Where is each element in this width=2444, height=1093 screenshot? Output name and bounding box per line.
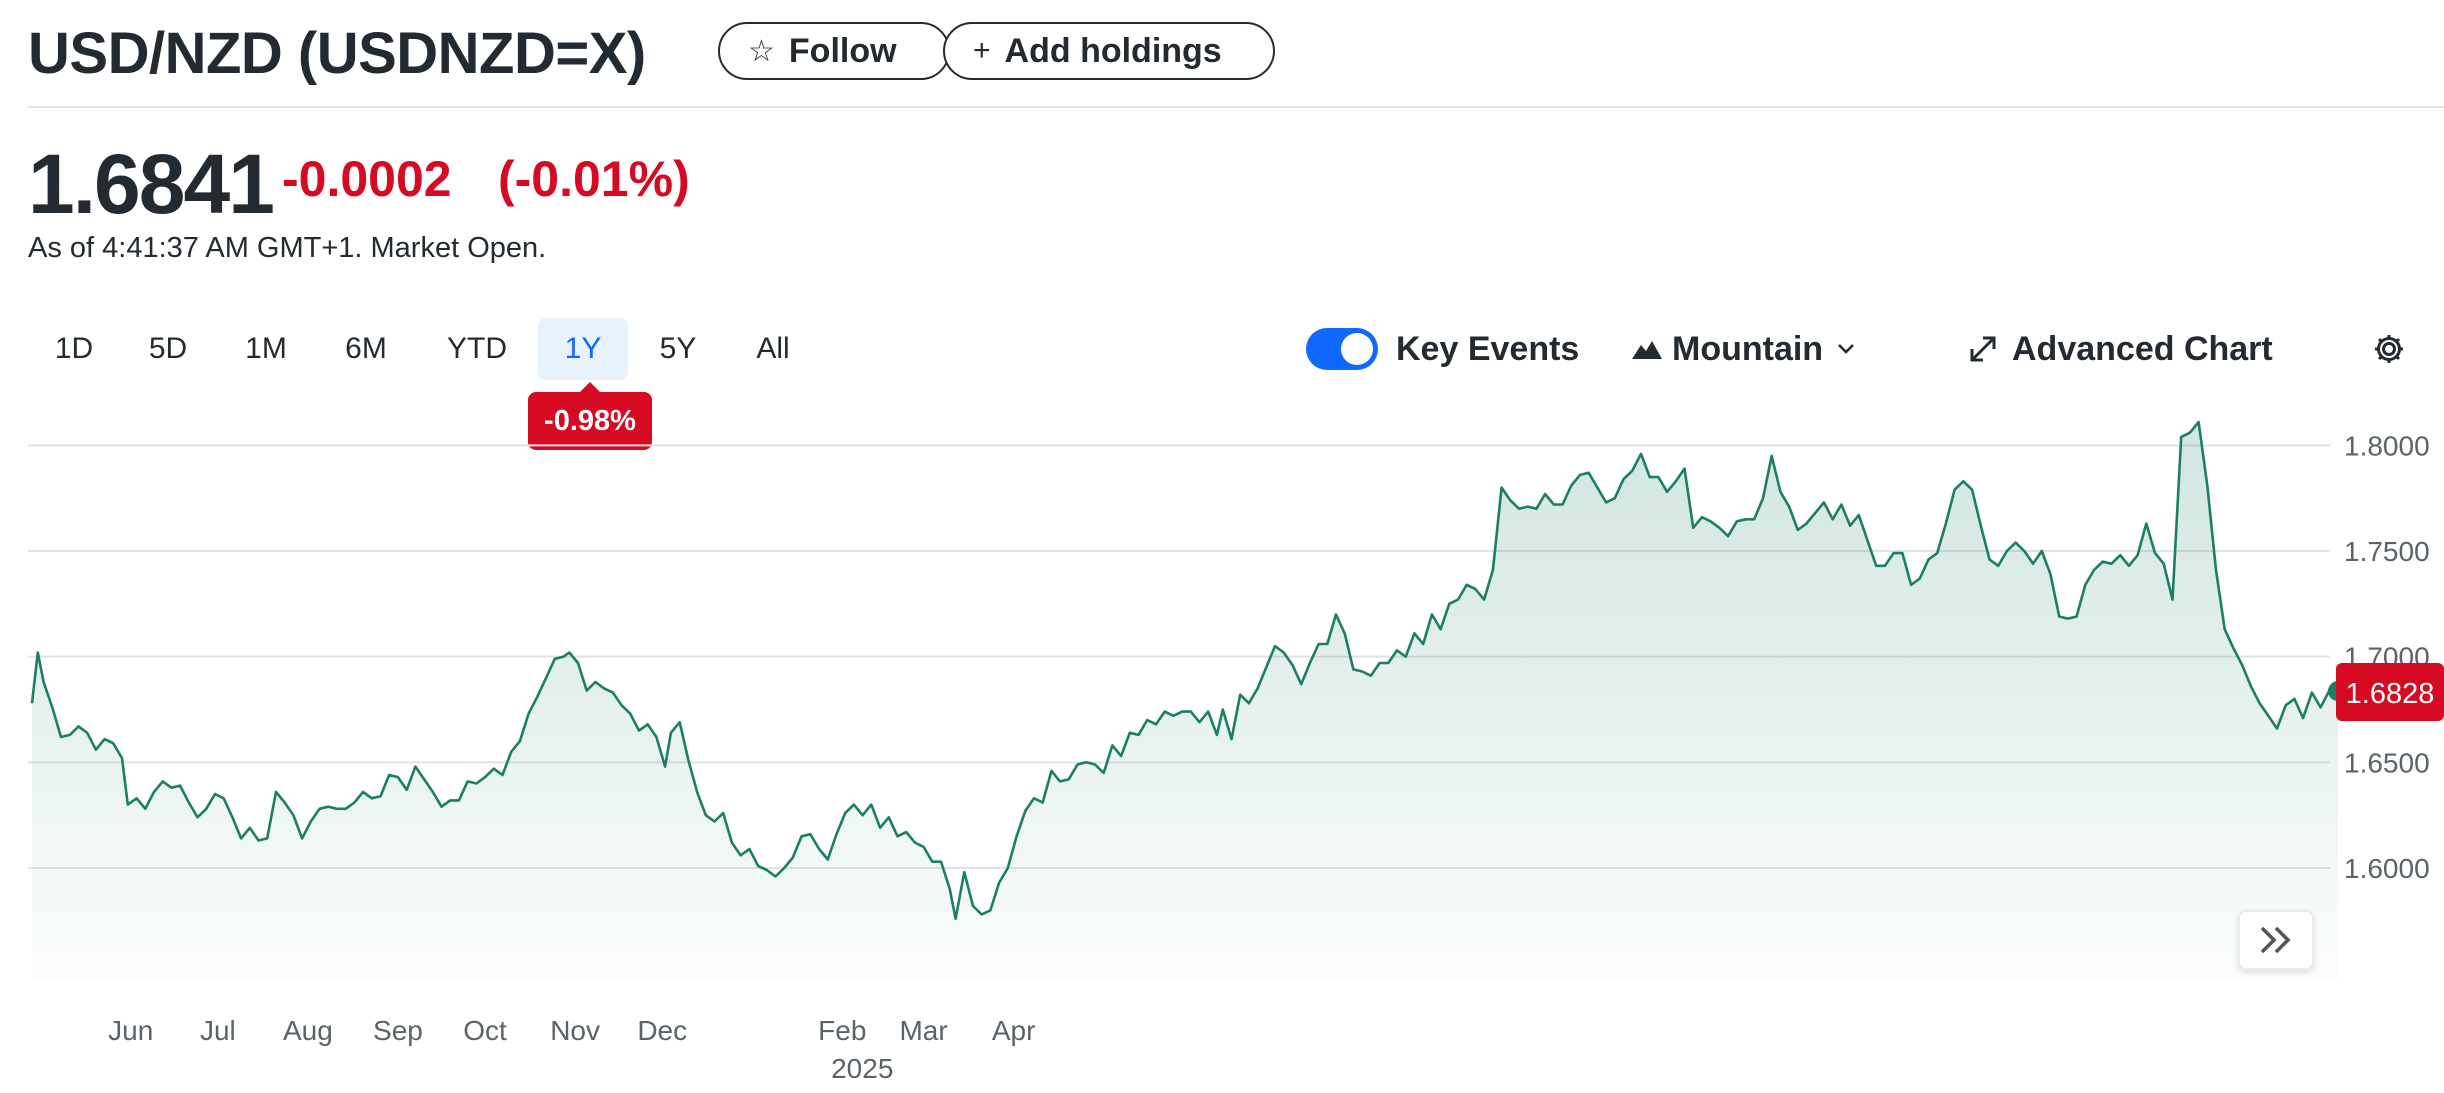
x-tick-label: Jul [200, 1015, 236, 1046]
range-tab-5d[interactable]: 5D [148, 332, 188, 365]
quote-header: USD/NZD (USDNZD=X) ☆ Follow + Add holdin… [28, 16, 2444, 108]
last-value-label: 1.6828 [2346, 678, 2435, 710]
chart-type-label: Mountain [1672, 329, 1824, 368]
range-tab-all[interactable]: All [756, 332, 790, 365]
gear-icon[interactable] [2372, 332, 2406, 366]
x-tick-label: Apr [992, 1015, 1036, 1046]
range-tab-5y[interactable]: 5Y [659, 332, 697, 365]
range-selector: 1D 5D 1M 6M YTD 1Y 5Y All [28, 318, 818, 380]
advanced-chart-label: Advanced Chart [2012, 329, 2273, 368]
price-line [30, 420, 2339, 920]
star-outline-icon: ☆ [748, 34, 775, 68]
last-value-badge [2336, 663, 2444, 722]
x-tick-label: Oct [463, 1015, 507, 1046]
x-tick-label: Dec [637, 1015, 687, 1046]
y-tick-label: 1.6000 [2344, 853, 2430, 884]
follow-button[interactable]: ☆ Follow [718, 22, 950, 80]
x-tick-label: Mar [899, 1015, 947, 1046]
add-holdings-label: Add holdings [1004, 31, 1222, 70]
scroll-forward-button[interactable] [2238, 910, 2314, 970]
advanced-chart-button[interactable]: Advanced Chart [1968, 326, 2273, 372]
range-tab-1d[interactable]: 1D [54, 332, 94, 365]
range-tab-ytd[interactable]: YTD [447, 332, 507, 365]
y-tick-label: 1.6500 [2344, 747, 2430, 778]
key-events-label: Key Events [1396, 330, 1580, 368]
price-change: -0.0002 [282, 151, 452, 207]
price-area [32, 422, 2338, 981]
plus-icon: + [973, 34, 991, 67]
page-title: USD/NZD (USDNZD=X) [28, 21, 646, 86]
mountain-icon [1632, 341, 1662, 359]
key-events-toggle[interactable] [1306, 328, 1378, 370]
double-chevron-right-icon [2260, 926, 2291, 954]
x-tick-label: Feb [818, 1015, 866, 1046]
x-tick-label: Sep [373, 1015, 423, 1046]
range-tab-6m[interactable]: 6M [345, 332, 387, 365]
current-price: 1.6841 [28, 137, 275, 231]
y-tick-label: 1.7500 [2344, 536, 2430, 567]
range-tab-1m[interactable]: 1M [245, 332, 287, 365]
chart-type-dropdown[interactable]: Mountain [1632, 326, 1865, 372]
add-holdings-button[interactable]: + Add holdings [943, 22, 1275, 80]
x-tick-label: Jun [108, 1015, 153, 1046]
range-change-badge: -0.98% [528, 382, 652, 450]
price-change-percent: (-0.01%) [498, 151, 690, 207]
follow-label: Follow [788, 31, 897, 70]
chevron-down-icon [1838, 344, 1854, 354]
y-tick-label: 1.8000 [2344, 430, 2430, 461]
x-tick-label: Nov [550, 1015, 600, 1046]
market-status: As of 4:41:37 AM GMT+1. Market Open. [28, 232, 547, 264]
x-tick-label: Aug [283, 1015, 333, 1046]
toggle-knob [1341, 333, 1373, 365]
year-label: 2025 [831, 1053, 893, 1084]
range-tab-1y[interactable]: 1Y [538, 318, 628, 380]
expand-arrows-icon [1970, 336, 1996, 362]
